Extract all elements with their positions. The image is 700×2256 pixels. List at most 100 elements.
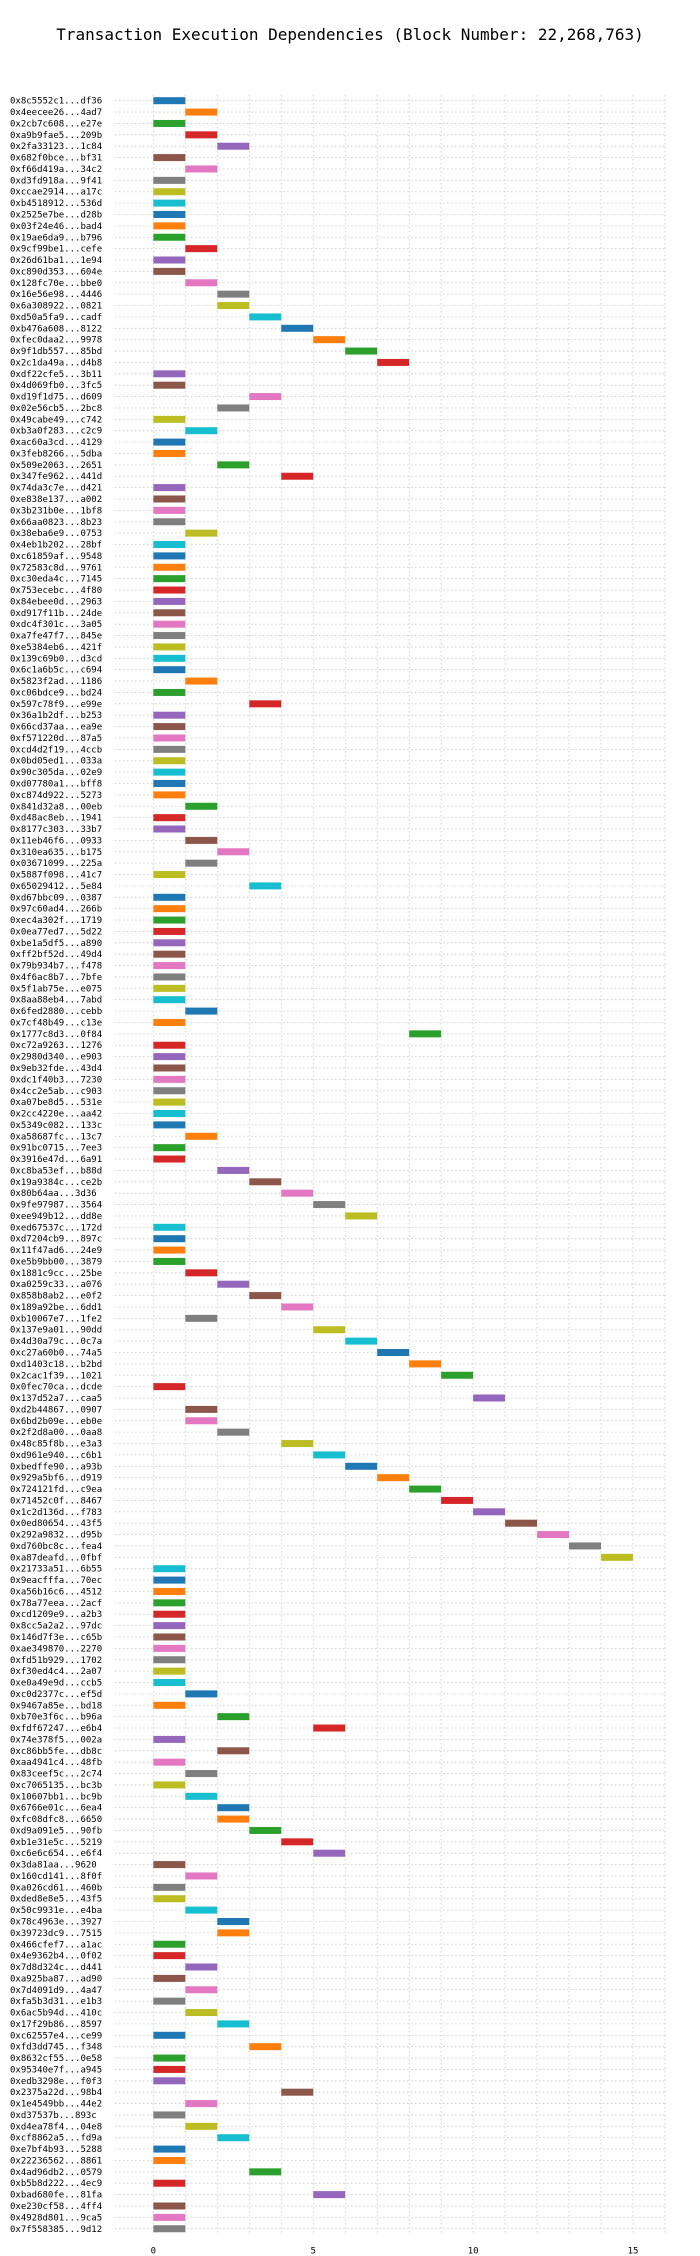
tx-label: 0xac60a3cd...4129 [10, 438, 102, 448]
tx-label: 0xc61859af...9548 [10, 552, 102, 562]
tx-label: 0xa56b16c6...4512 [10, 1587, 102, 1597]
tx-label: 0x189a92be...6dd1 [10, 1303, 102, 1313]
tx-bar [153, 950, 186, 958]
tx-label: 0x2980d340...e903 [10, 1053, 102, 1063]
tx-label: 0xed67537c...172d [10, 1223, 102, 1233]
tx-bar [153, 905, 186, 913]
tx-label: 0x2fa33123...1c84 [10, 142, 102, 152]
tx-label: 0xc890d353...604e [10, 267, 102, 277]
tx-bar [185, 2009, 218, 2017]
tx-bar [217, 1166, 250, 1174]
tx-bar [441, 1371, 474, 1379]
tx-label: 0x7d8d324c...d441 [10, 1963, 102, 1973]
tx-bar [153, 916, 186, 924]
tx-bar [217, 1804, 250, 1812]
tx-label: 0xb70e3f6c...b96a [10, 1713, 102, 1723]
tx-label: 0xe7bf4b93...5288 [10, 2145, 102, 2155]
tx-bar [153, 1257, 186, 1265]
tx-bar [153, 1974, 186, 1982]
tx-bar [185, 1770, 218, 1778]
tx-label: 0x0ea77ed7...5d22 [10, 927, 102, 937]
tx-label: 0xc30eda4c...7145 [10, 575, 102, 585]
tx-bar [153, 518, 186, 526]
tx-label: 0xe5b9bb00...3879 [10, 1257, 102, 1267]
tx-bar [153, 210, 186, 218]
tx-bar [185, 165, 218, 173]
tx-bar [281, 1303, 314, 1311]
tx-label: 0xd1403c18...b2bd [10, 1360, 102, 1370]
tx-bar [153, 1599, 186, 1607]
tx-label: 0x91bc0715...7ee3 [10, 1144, 102, 1154]
tx-label: 0xe230cf58...4ff4 [10, 2202, 102, 2212]
tx-bar [217, 302, 250, 310]
tx-bar [153, 1633, 186, 1641]
tx-label: 0xe838e137...a002 [10, 495, 102, 505]
tx-label: 0xd961e940...c6b1 [10, 1451, 102, 1461]
tx-label: 0xc7065135...bc3b [10, 1781, 102, 1791]
tx-label: 0xb1e31e5c...5219 [10, 1838, 102, 1848]
tx-label: 0x95340e7f...a945 [10, 2065, 102, 2075]
tx-label: 0x03f24e46...bad4 [10, 222, 102, 232]
tx-label: 0xe0a49e9d...ccb5 [10, 1679, 102, 1689]
tx-label: 0xc06bdce9...bd24 [10, 688, 102, 698]
tx-bar [153, 927, 186, 935]
tx-label: 0x8177c303...33b7 [10, 825, 102, 835]
tx-label: 0x0ed80654...43f5 [10, 1519, 102, 1529]
tx-bar [153, 711, 186, 719]
tx-bar [153, 199, 186, 207]
tx-label: 0x4e9362b4...0f02 [10, 1952, 102, 1962]
tx-label: 0x4eb1b202...28bf [10, 541, 102, 551]
tx-label: 0x10607bb1...bc9b [10, 1792, 102, 1802]
tx-bar [281, 472, 314, 480]
tx-label: 0x597c78f9...e99e [10, 700, 102, 710]
tx-label: 0x4ad96db2...0579 [10, 2168, 102, 2178]
tx-label: 0xfd51b929...1702 [10, 1656, 102, 1666]
tx-label: 0x8c5552c1...df36 [10, 97, 102, 107]
tx-label: 0x50c9931e...e4ba [10, 1906, 102, 1916]
tx-bar [153, 586, 186, 594]
tx-label: 0xb10067e7...1fe2 [10, 1314, 102, 1324]
tx-bar [409, 1360, 442, 1368]
tx-label: 0xc72a9263...1276 [10, 1041, 102, 1051]
tx-label: 0xfd3dd745...f348 [10, 2043, 102, 2053]
tx-bar [153, 984, 186, 992]
tx-label: 0x6fed2880...cebb [10, 1007, 102, 1017]
tx-bar [153, 575, 186, 583]
tx-label: 0x466cfef7...a1ac [10, 1940, 102, 1950]
tx-label: 0xc27a60b0...74a5 [10, 1348, 102, 1358]
tx-label: 0x11eb46f6...0933 [10, 836, 102, 846]
tx-bar [153, 1940, 186, 1948]
tx-label: 0xd3fd918a...9f41 [10, 176, 102, 186]
tx-label: 0x2f2d8a00...0aa8 [10, 1428, 102, 1438]
tx-bar [153, 1155, 186, 1163]
tx-label: 0x90c305da...02e9 [10, 768, 102, 778]
tx-bar [153, 2179, 186, 2187]
tx-label: 0xcd4d2f19...4ccb [10, 745, 102, 755]
tx-bar [217, 1280, 250, 1288]
tx-label: 0xa9b9fae5...209b [10, 131, 102, 141]
tx-bar [153, 1144, 186, 1152]
tx-bar [153, 666, 186, 674]
tx-label: 0x4eecee26...4ad7 [10, 108, 102, 118]
tx-label: 0x7cf48b49...c13e [10, 1018, 102, 1028]
x-tick-label: 10 [468, 2246, 479, 2256]
tx-bar [185, 1872, 218, 1880]
tx-bar [377, 1474, 410, 1482]
tx-bar [217, 2020, 250, 2028]
tx-label: 0xa0259c33...a076 [10, 1280, 102, 1290]
tx-bar [185, 245, 218, 253]
tx-label: 0x80b64aa...3d36 [10, 1189, 97, 1199]
tx-bar [217, 404, 250, 412]
tx-bar [153, 1110, 186, 1118]
tx-bar [153, 609, 186, 617]
tx-label: 0x4f6ac8b7...7bfe [10, 973, 102, 983]
tx-bar [185, 1269, 218, 1277]
tx-bar [217, 1713, 250, 1721]
tx-label: 0x146d7f3e...c65b [10, 1633, 102, 1643]
tx-bar [153, 779, 186, 787]
tx-label: 0xec4a302f...1719 [10, 916, 102, 926]
tx-bar [153, 643, 186, 651]
tx-bar [153, 233, 186, 241]
tx-bar [153, 188, 186, 196]
tx-label: 0x3b231b0e...1bf8 [10, 506, 102, 516]
